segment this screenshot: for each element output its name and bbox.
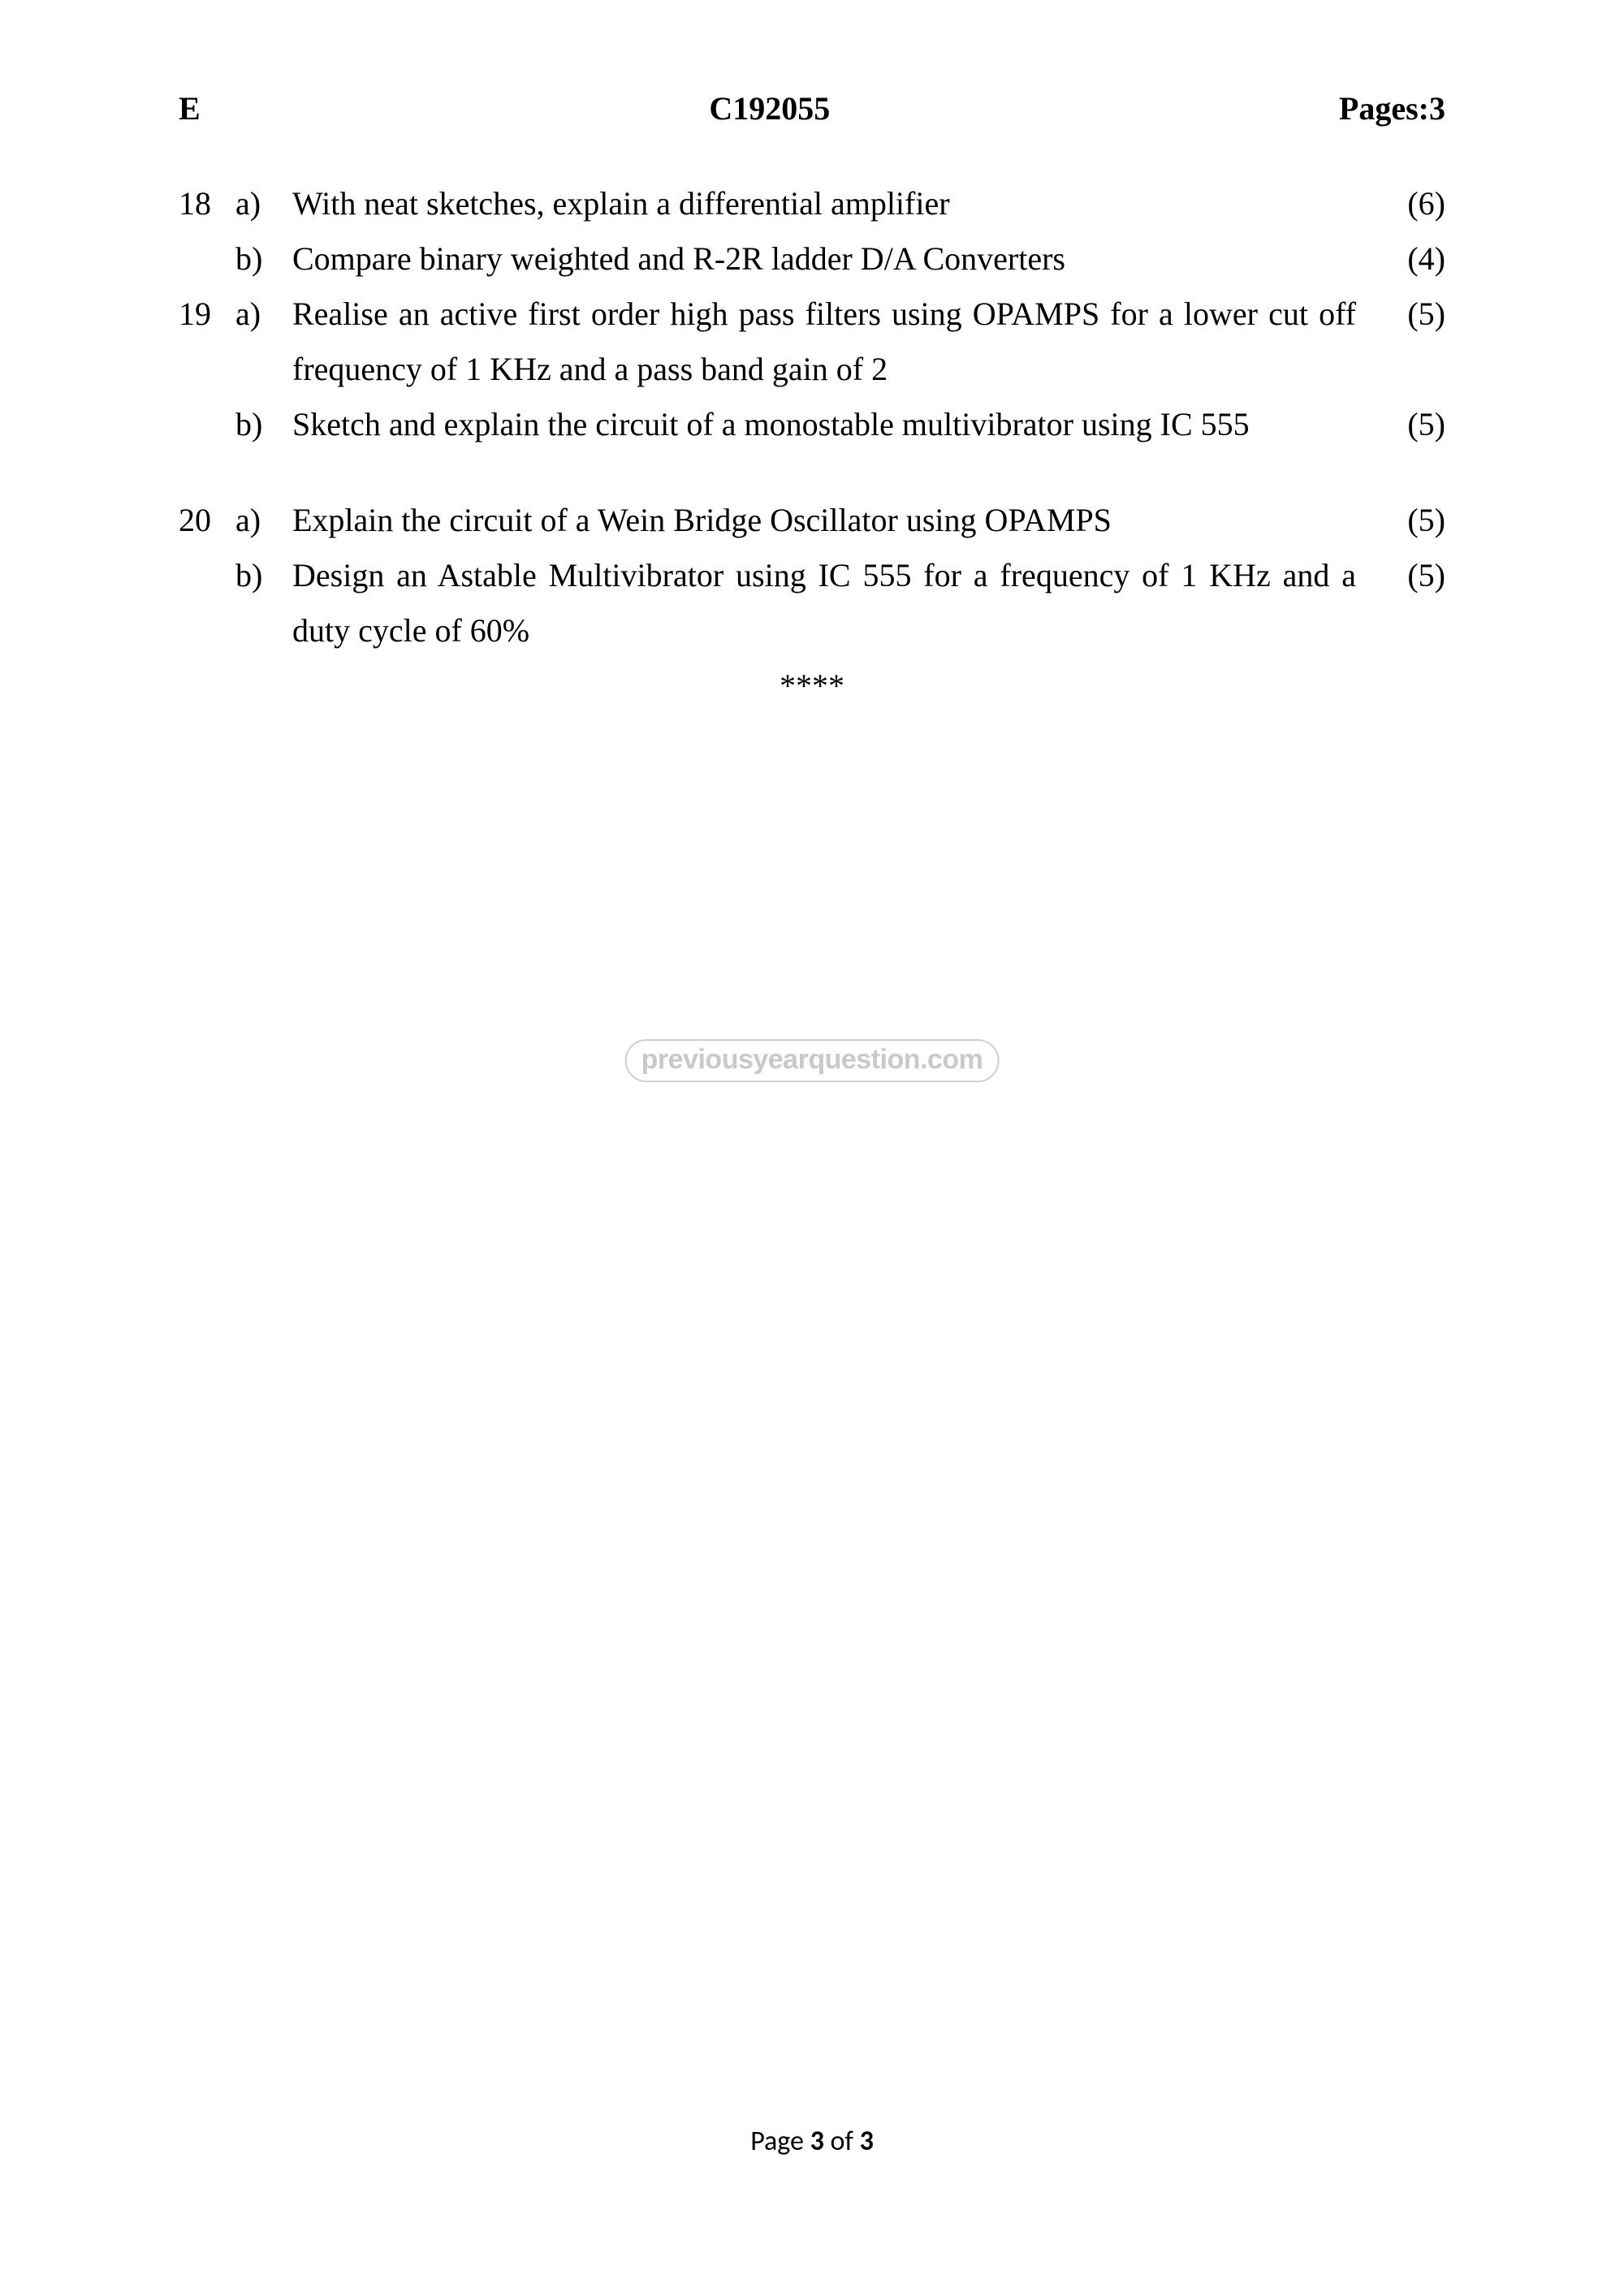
footer-prefix: Page <box>750 2125 810 2158</box>
question-row: b)Sketch and explain the circuit of a mo… <box>179 397 1445 452</box>
question-marks: (5) <box>1380 493 1445 548</box>
question-spacer <box>179 452 1445 493</box>
question-row: 19a)Realise an active first order high p… <box>179 287 1445 397</box>
question-number: 19 <box>179 287 235 342</box>
question-number: 20 <box>179 493 235 548</box>
question-part: b) <box>235 397 292 452</box>
footer-sep: of <box>824 2125 860 2158</box>
header-pages: Pages:3 <box>1339 89 1445 127</box>
question-row: 18a)With neat sketches, explain a differ… <box>179 176 1445 231</box>
question-marks: (5) <box>1380 287 1445 342</box>
question-text: Realise an active first order high pass … <box>292 287 1380 397</box>
question-part: b) <box>235 548 292 603</box>
question-row: 20a)Explain the circuit of a Wein Bridge… <box>179 493 1445 548</box>
question-marks: (4) <box>1380 231 1445 287</box>
question-text: Sketch and explain the circuit of a mono… <box>292 397 1380 452</box>
question-number: 18 <box>179 176 235 231</box>
question-part: a) <box>235 493 292 548</box>
question-text: Design an Astable Multivibrator using IC… <box>292 548 1380 658</box>
header-code: C192055 <box>201 89 1339 127</box>
page-header: E C192055 Pages:3 <box>179 89 1445 127</box>
page-content: E C192055 Pages:3 18a)With neat sketches… <box>0 0 1624 705</box>
page-footer: Page 3 of 3 <box>0 2125 1624 2158</box>
question-marks: (5) <box>1380 548 1445 603</box>
question-part: a) <box>235 176 292 231</box>
question-row: b)Design an Astable Multivibrator using … <box>179 548 1445 658</box>
header-series: E <box>179 89 201 127</box>
footer-current-page: 3 <box>810 2125 824 2158</box>
question-marks: (5) <box>1380 397 1445 452</box>
question-part: a) <box>235 287 292 342</box>
end-marker: **** <box>179 667 1445 705</box>
question-text: With neat sketches, explain a differenti… <box>292 176 1380 231</box>
watermark-badge: previousyearquestion.com <box>625 1039 1000 1082</box>
question-part: b) <box>235 231 292 287</box>
question-text: Compare binary weighted and R-2R ladder … <box>292 231 1380 287</box>
footer-total-pages: 3 <box>860 2125 874 2158</box>
questions-list: 18a)With neat sketches, explain a differ… <box>179 176 1445 658</box>
question-row: b)Compare binary weighted and R-2R ladde… <box>179 231 1445 287</box>
question-text: Explain the circuit of a Wein Bridge Osc… <box>292 493 1380 548</box>
question-marks: (6) <box>1380 176 1445 231</box>
